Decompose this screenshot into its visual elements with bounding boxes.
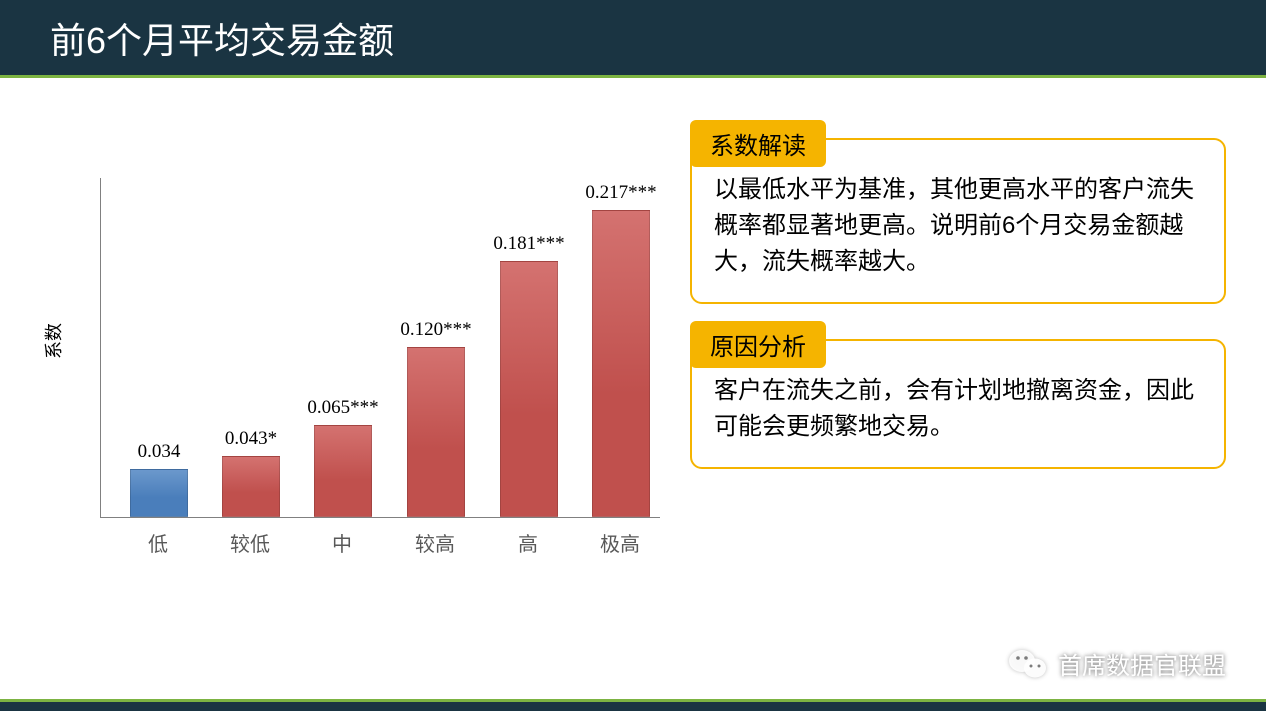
bar: 0.065*** [314, 425, 372, 517]
bar: 0.217*** [592, 210, 650, 517]
reason-tag: 原因分析 [690, 321, 826, 368]
bar: 0.120*** [407, 347, 465, 517]
bar-value-label: 0.120*** [376, 319, 496, 341]
y-axis-label: 系数 [40, 323, 66, 359]
x-tick-label: 中 [297, 528, 387, 557]
x-axis-labels: 低较低中较高高极高 [100, 518, 660, 558]
reason-body: 客户在流失之前，会有计划地撤离资金，因此可能会更频繁地交易。 [714, 373, 1202, 445]
interpretation-body: 以最低水平为基准，其他更高水平的客户流失概率都显著地更高。说明前6个月交易金额越… [714, 172, 1202, 280]
chart-plot: 0.0340.043*0.065***0.120***0.181***0.217… [100, 158, 660, 558]
bar-value-label: 0.065*** [283, 397, 403, 419]
x-tick-label: 高 [483, 528, 573, 557]
interpretation-card: 系数解读 以最低水平为基准，其他更高水平的客户流失概率都显著地更高。说明前6个月… [690, 138, 1226, 304]
bar: 0.181*** [500, 261, 558, 517]
reason-card: 原因分析 客户在流失之前，会有计划地撤离资金，因此可能会更频繁地交易。 [690, 339, 1226, 469]
bar: 0.034 [130, 469, 188, 517]
plot-area: 0.0340.043*0.065***0.120***0.181***0.217… [100, 178, 660, 518]
x-tick-label: 极高 [575, 528, 665, 557]
wechat-icon [1008, 647, 1048, 681]
x-tick-label: 较低 [205, 528, 295, 557]
bar-value-label: 0.181*** [469, 233, 589, 255]
main-content: 系数 0.0340.043*0.065***0.120***0.181***0.… [0, 78, 1266, 608]
header: 前6个月平均交易金额 [0, 0, 1266, 78]
interpretation-tag: 系数解读 [690, 120, 826, 167]
bar: 0.043* [222, 456, 280, 517]
footer-stripe [0, 699, 1266, 711]
info-panel: 系数解读 以最低水平为基准，其他更高水平的客户流失概率都显著地更高。说明前6个月… [690, 128, 1226, 608]
watermark: 首席数据官联盟 [1008, 646, 1226, 681]
bar-value-label: 0.217*** [561, 182, 681, 204]
bar-chart: 系数 0.0340.043*0.065***0.120***0.181***0.… [40, 128, 660, 608]
page-title: 前6个月平均交易金额 [50, 12, 394, 64]
x-tick-label: 低 [113, 528, 203, 557]
bar-value-label: 0.043* [191, 428, 311, 450]
watermark-text: 首席数据官联盟 [1058, 646, 1226, 681]
x-tick-label: 较高 [390, 528, 480, 557]
